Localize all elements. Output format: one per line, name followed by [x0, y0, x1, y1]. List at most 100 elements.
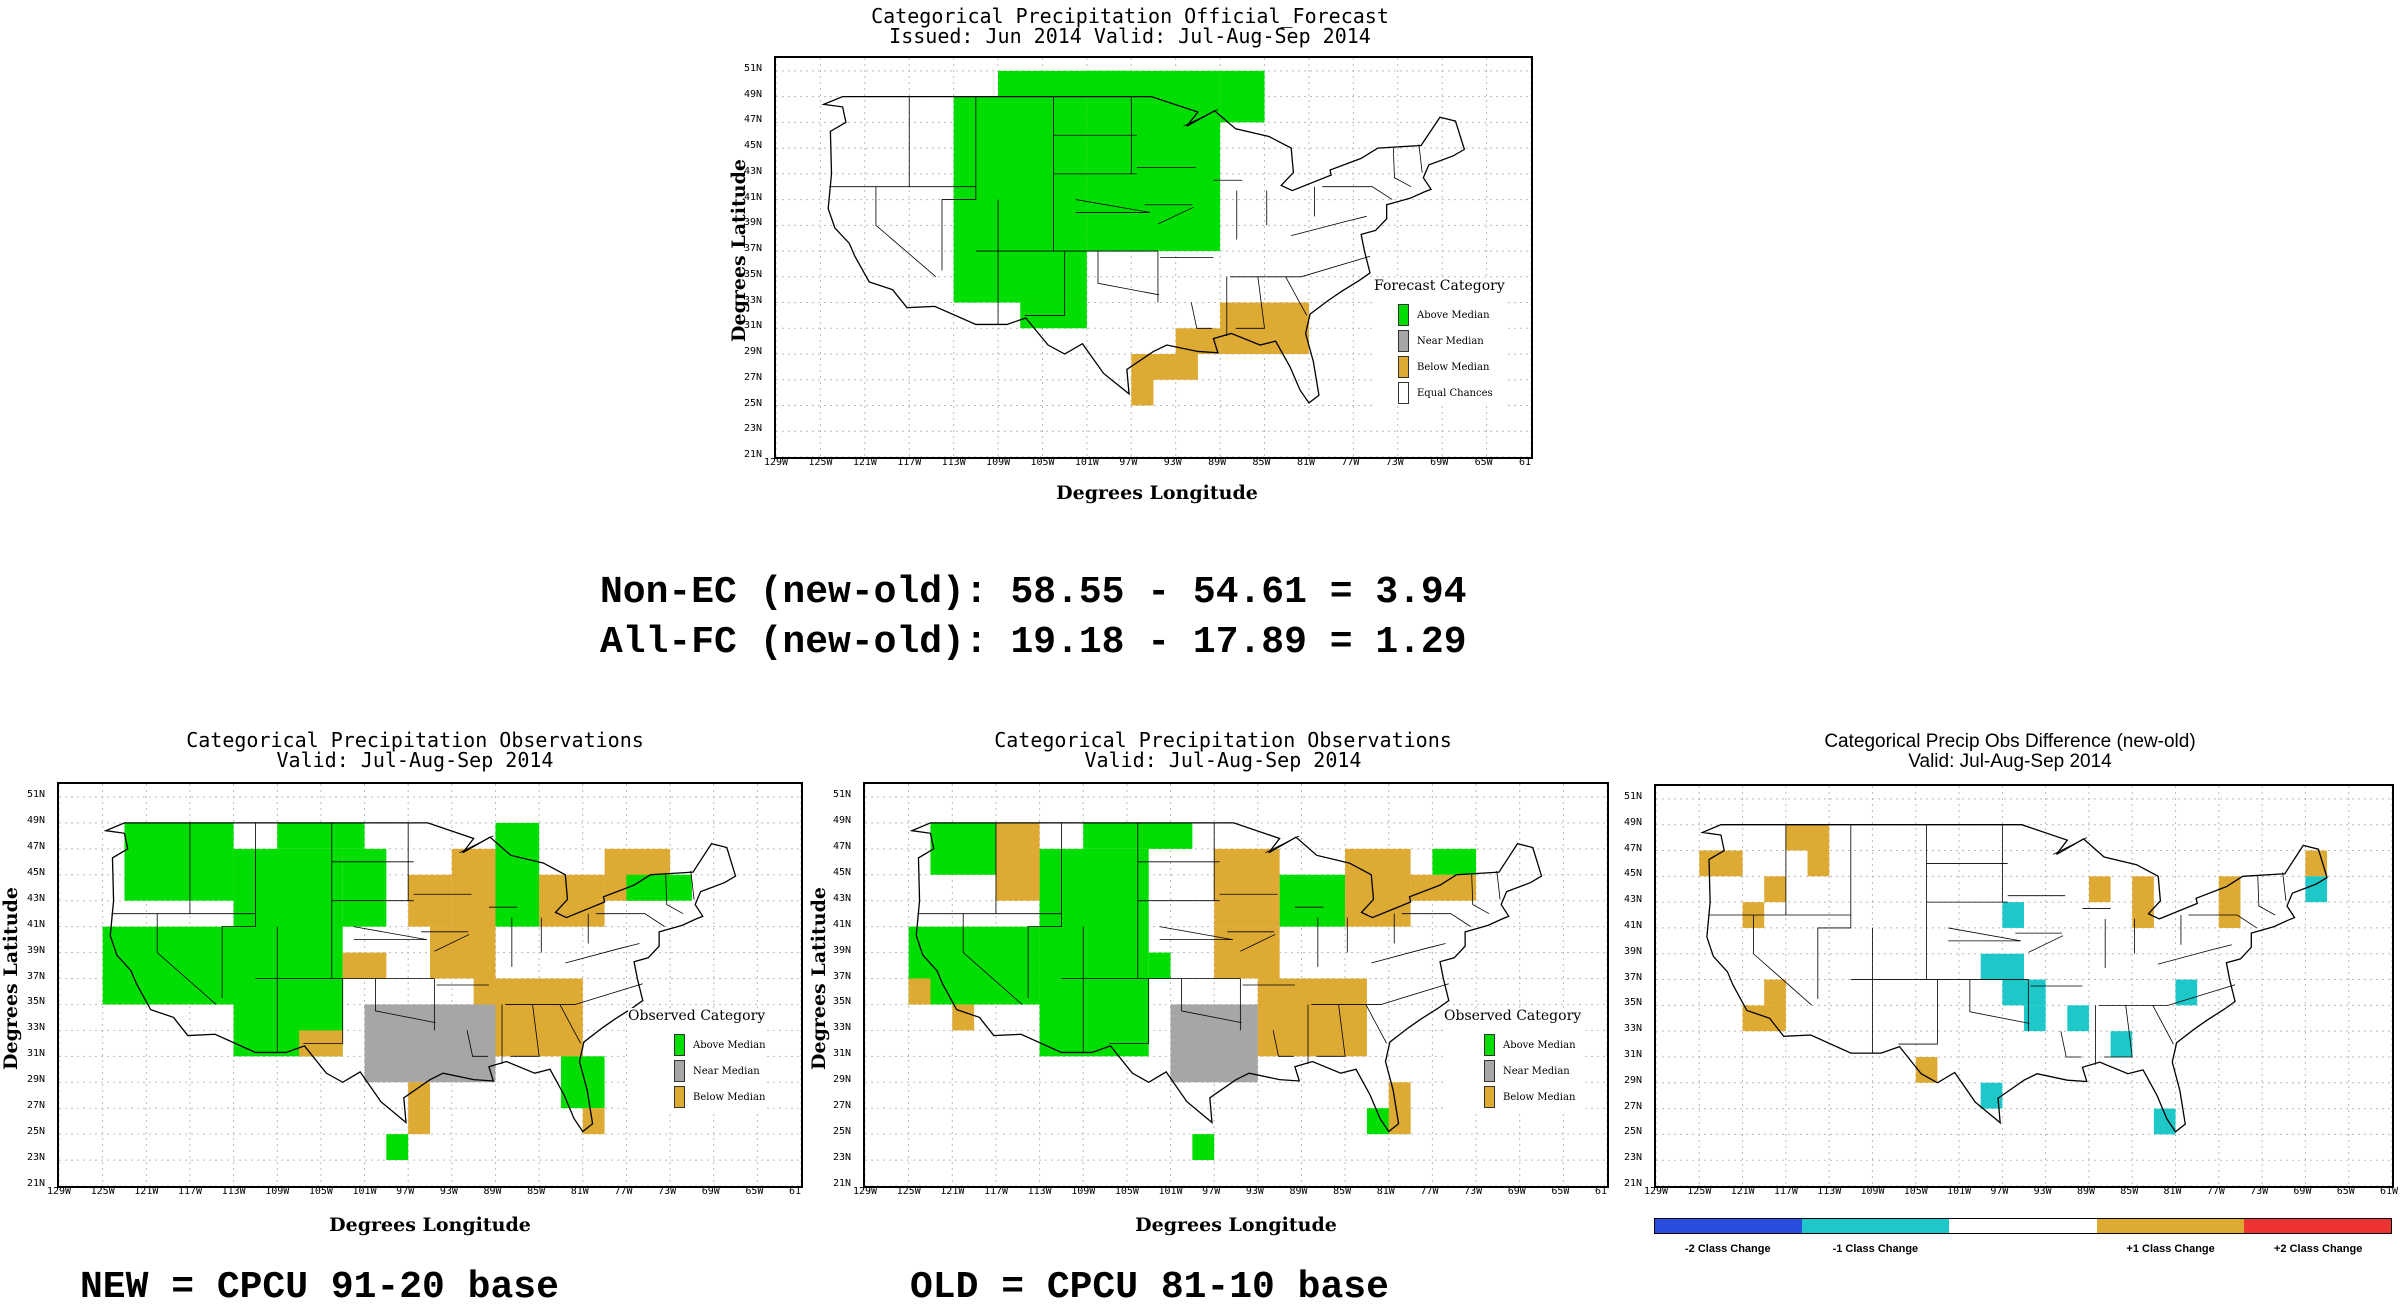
y-tick-label: 47N	[1624, 842, 1643, 854]
y-tick-label: 35N	[833, 996, 852, 1008]
x-tick-label: 129W	[764, 457, 789, 468]
y-tick-label: 23N	[27, 1152, 46, 1164]
category-cell-below	[995, 822, 1040, 901]
map-svg	[59, 784, 801, 1186]
x-tick-label: 117W	[983, 1186, 1009, 1197]
legend-label: Above Median	[1503, 1039, 1576, 1051]
state-border	[1969, 979, 2030, 1024]
map-svg	[1656, 786, 2392, 1186]
state-border	[1401, 913, 1471, 927]
legend-label: Above Median	[1417, 309, 1490, 321]
category-cell-above	[1432, 848, 1477, 875]
x-tick-label: 93W	[439, 1186, 458, 1197]
diff-colorbar-labels: -2 Class Change -1 Class Change +1 Class…	[1654, 1243, 2392, 1255]
y-tick-label: 43N	[744, 165, 763, 177]
x-tick-label: 97W	[396, 1186, 415, 1197]
legend-label: Below Median	[1503, 1091, 1576, 1103]
y-tick-label: 41N	[27, 918, 46, 930]
state-border	[2104, 1005, 2133, 1058]
x-tick-label: 65W	[1474, 457, 1493, 468]
forecast-xlabel: Degrees Longitude	[1056, 482, 1258, 504]
state-border	[221, 822, 256, 998]
state-border	[510, 1004, 540, 1057]
obs-new-ylabel: Degrees Latitude	[0, 887, 22, 1070]
x-tick-label: 81W	[1296, 457, 1315, 468]
legend-swatch	[674, 1086, 685, 1108]
y-tick-label: 27N	[833, 1100, 852, 1112]
obs-old-legend-item: Near Median	[1484, 1058, 1581, 1084]
obs-old-legend-item: Above Median	[1484, 1032, 1581, 1058]
x-tick-label: 113W	[1027, 1186, 1052, 1197]
y-tick-label: 21N	[744, 449, 763, 460]
state-border	[1075, 199, 1151, 213]
y-tick-label: 41N	[744, 191, 763, 203]
obs-new-legend-item: Near Median	[674, 1058, 766, 1084]
state-border	[1371, 943, 1446, 964]
state-border	[941, 96, 977, 271]
state-border	[1285, 276, 1308, 316]
forecast-legend-item: Above Median	[1398, 302, 1505, 328]
x-tick-label: 65W	[745, 1186, 764, 1197]
x-tick-label: 105W	[1114, 1186, 1139, 1197]
category-cell-above	[1148, 952, 1171, 979]
x-tick-label: 113W	[941, 457, 966, 468]
y-tick-label: 49N	[744, 88, 763, 100]
x-tick-label: 97W	[1119, 457, 1138, 468]
y-tick-label: 45N	[833, 866, 852, 878]
state-border	[690, 870, 695, 900]
x-tick-label: 89W	[1289, 1186, 1308, 1197]
y-tick-label: 49N	[27, 814, 46, 826]
obs-new-title: Categorical Precipitation Observations	[186, 728, 644, 752]
obs-new-legend-item: Above Median	[674, 1032, 766, 1058]
x-tick-label: 89W	[483, 1186, 502, 1197]
stats-all-fc: All-FC (new-old): 19.18 - 17.89 = 1.29	[600, 621, 1467, 664]
y-tick-label: 33N	[27, 1022, 46, 1034]
legend-swatch	[1484, 1034, 1495, 1056]
state-border	[2282, 872, 2287, 901]
y-tick-label: 45N	[744, 140, 763, 152]
x-tick-label: 69W	[701, 1186, 720, 1197]
forecast-subtitle: Issued: Jun 2014 Valid: Jul-Aug-Sep 2014	[889, 24, 1371, 48]
category-cell-minus1	[2024, 1005, 2046, 1032]
x-tick-label: 89W	[1208, 457, 1227, 468]
y-tick-label: 39N	[1624, 945, 1643, 957]
x-tick-label: 69W	[2293, 1186, 2312, 1197]
category-cell-above	[102, 926, 256, 1005]
y-tick-label: 37N	[1624, 971, 1643, 983]
forecast-panel: Categorical Precipitation Official_Forec…	[720, 0, 1540, 520]
legend-swatch	[674, 1034, 685, 1056]
x-tick-label: 89W	[2076, 1186, 2095, 1197]
category-cell-minus1	[2153, 1108, 2176, 1135]
category-cell-minus1	[2110, 1031, 2133, 1057]
diff-colorbar	[1654, 1218, 2392, 1234]
x-tick-label: 101W	[1074, 457, 1099, 468]
x-tick-label: 93W	[1245, 1186, 1264, 1197]
x-tick-label: 121W	[134, 1186, 159, 1197]
category-cell-below	[582, 1108, 605, 1135]
category-cell-below	[539, 874, 605, 927]
x-tick-label: 105W	[308, 1186, 333, 1197]
state-border	[2188, 914, 2257, 929]
category-cell-minus1	[1980, 953, 2024, 980]
colorbar-minus2	[1655, 1219, 1803, 1233]
forecast-title: Categorical Precipitation Official_Forec…	[871, 4, 1389, 28]
x-tick-label: 125W	[90, 1186, 115, 1197]
y-tick-label: 31N	[1624, 1048, 1643, 1060]
state-border	[1753, 915, 1813, 1006]
state-border	[1316, 1004, 1346, 1057]
y-tick-label: 43N	[1624, 894, 1643, 906]
category-cell-above	[1192, 1134, 1215, 1161]
category-cell-near	[1170, 1004, 1258, 1083]
y-tick-label: 51N	[1624, 790, 1643, 802]
legend-swatch	[1398, 304, 1409, 326]
category-cell-near	[364, 1004, 496, 1083]
diff-subtitle: Valid: Jul-Aug-Sep 2014	[1908, 751, 2112, 772]
state-border	[1365, 1004, 1387, 1044]
forecast-legend-item: Below Median	[1398, 354, 1505, 380]
x-tick-label: 121W	[1730, 1186, 1755, 1197]
y-tick-label: 33N	[833, 1022, 852, 1034]
y-tick-label: 37N	[27, 970, 46, 982]
legend-label: Below Median	[693, 1091, 766, 1103]
y-tick-label: 25N	[27, 1126, 46, 1138]
category-cell-minus1	[2175, 979, 2198, 1006]
